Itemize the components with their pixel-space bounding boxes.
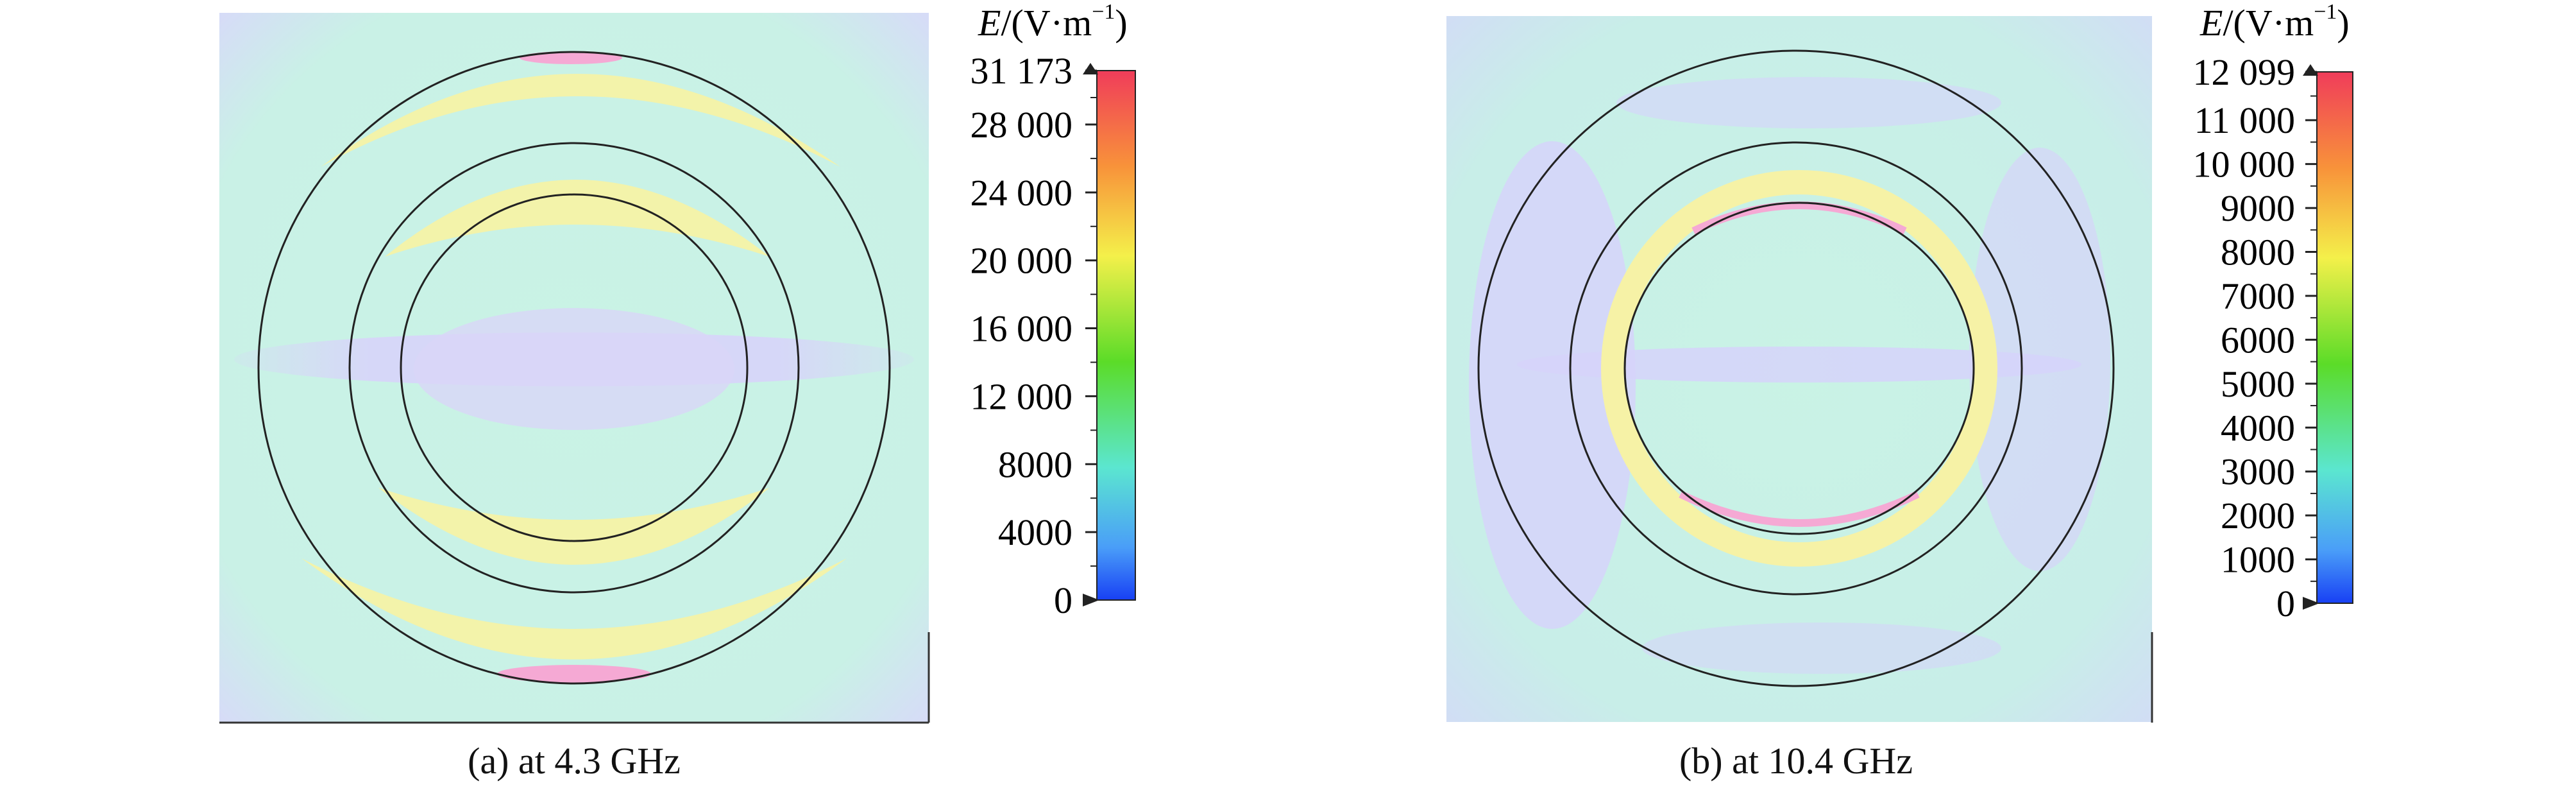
colorbar-tick-label: 8000 (998, 443, 1072, 485)
inner-ring-a (400, 193, 749, 542)
high-field-outer-top-a (321, 74, 840, 167)
high-field-inner-bottom-a (378, 488, 770, 565)
colorbar-tick-label: 28 000 (970, 104, 1073, 146)
colorbar-tick-label: 4000 (998, 511, 1072, 553)
high-field-outer-bottom-a (301, 558, 847, 660)
colorbar-tick-label: 0 (1054, 580, 1072, 621)
colorbar-min-marker (1083, 594, 1099, 606)
peak-field-outer-bottom-a (497, 665, 651, 683)
low-field-top-b (1616, 77, 2001, 128)
field-plot-a: 31 173 28 000 24 000 20 000 16 000 12 000 8000… (219, 0, 1136, 724)
figure-b: 12 099 11 000 10 000 9000 8000 7000 6000 5000 40… (1283, 0, 2576, 790)
caption-b: (b) at 10.4 GHz (1679, 740, 1913, 782)
figure-a: 31 173 28 000 24 000 20 000 16 000 12 000 8000… (0, 0, 1283, 790)
colorbar-tick-label: 31 173 (970, 50, 1073, 92)
peak-field-outer-top-a (520, 51, 622, 64)
colorbar-tick-label: 7000 (2221, 275, 2295, 317)
colorbar-tick-label: 5000 (2221, 363, 2295, 405)
colorbar-b (2316, 71, 2353, 604)
outer-ring-b (1477, 49, 2115, 687)
colorbar-unit-a: E/(V·m−1) (978, 0, 1128, 44)
colorbar-tick-label: 10 000 (2193, 144, 2296, 185)
outer-ring-a (257, 51, 891, 685)
high-field-inner-top-a (385, 180, 770, 257)
colorbar-tick-label: 2000 (2221, 495, 2295, 537)
colorbar-max-marker (1083, 63, 1098, 74)
colorbar-tick-label: 11 000 (2194, 99, 2295, 141)
colorbar-tick-label: 24 000 (970, 172, 1073, 214)
colorbar-tick-label: 3000 (2221, 451, 2295, 493)
peak-field-bottom-b (1679, 490, 1920, 527)
colorbar-tick-label: 8000 (2221, 232, 2295, 273)
middle-ring-b (1569, 141, 2023, 596)
colorbar-a (1096, 70, 1136, 601)
low-field-bottom-b (1642, 623, 2001, 674)
inner-ring-b (1623, 202, 1975, 535)
colorbar-tick-label: 12 099 (2193, 51, 2296, 93)
colorbar-tick-label: 16 000 (970, 308, 1073, 350)
colorbar-max-marker (2303, 64, 2318, 76)
colorbar-tick-label: 0 (2276, 583, 2295, 624)
colorbar-tick-label: 6000 (2221, 319, 2295, 361)
colorbar-tick-label: 12 000 (970, 375, 1073, 417)
low-field-center-a (414, 308, 734, 430)
low-field-band-b (1517, 347, 2081, 382)
high-field-ring-b (1601, 170, 1997, 567)
colorbar-unit-b: E/(V·m−1) (2199, 0, 2350, 44)
colorbar-tick-label: 1000 (2221, 539, 2295, 581)
middle-ring-a (348, 142, 800, 594)
colorbar-tick-label: 9000 (2221, 187, 2295, 229)
colorbar-tick-label: 4000 (2221, 407, 2295, 449)
colorbar-ticks-a: 31 173 28 000 24 000 20 000 16 000 12 000 8000… (970, 50, 1099, 621)
caption-a: (a) at 4.3 GHz (468, 740, 681, 782)
colorbar-tick-label: 20 000 (970, 240, 1073, 282)
colorbar-min-marker (2303, 597, 2319, 610)
